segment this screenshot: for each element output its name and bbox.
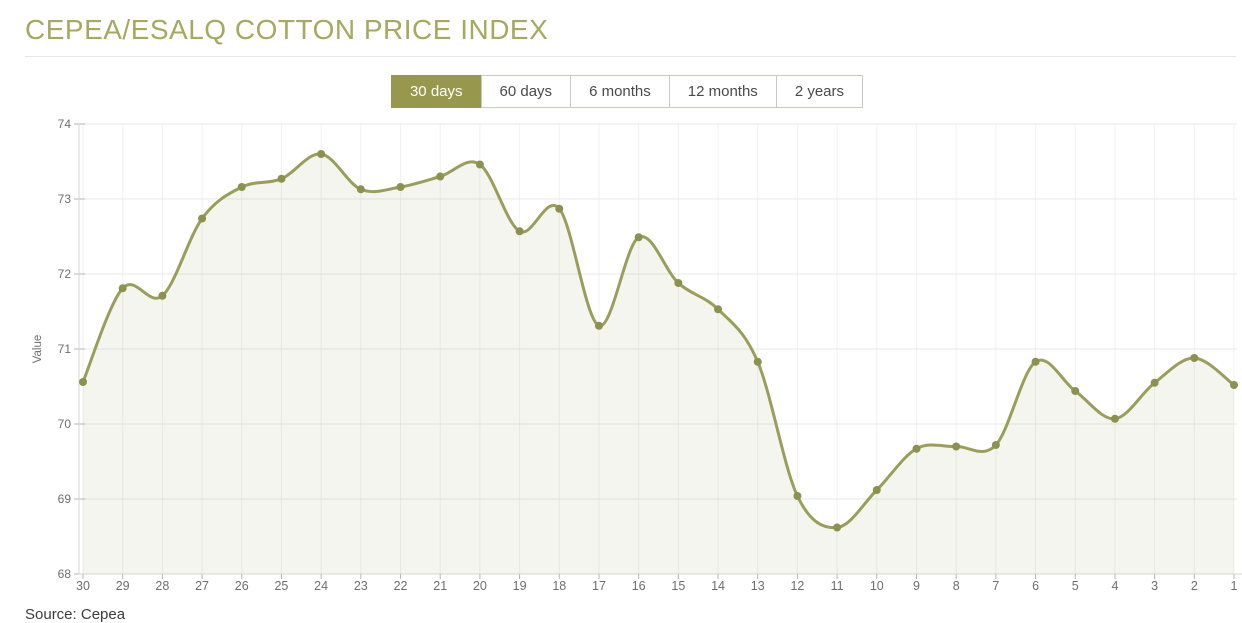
x-axis-label: 3 [1151,579,1158,593]
x-axis-label: 13 [751,579,765,593]
data-point[interactable] [793,492,802,500]
data-point[interactable] [555,204,564,213]
data-point[interactable] [833,523,842,532]
data-point[interactable] [1031,357,1040,366]
x-axis-label: 6 [1032,579,1039,593]
x-axis-label: 30 [76,579,90,593]
data-point[interactable] [872,486,881,494]
data-point[interactable] [753,357,762,366]
time-range-tabbar: 30 days 60 days 6 months 12 months 2 years [6,75,1242,108]
x-axis-label: 28 [155,579,169,593]
data-point[interactable] [1230,381,1238,389]
data-point[interactable] [515,227,524,236]
x-axis-label: 8 [953,579,960,593]
y-axis-label: 69 [58,492,72,506]
data-point[interactable] [952,442,961,451]
x-axis-label: 22 [394,579,408,593]
y-axis-label: 72 [58,267,72,281]
x-axis-label: 4 [1111,579,1118,593]
y-axis-labels: 68 69 70 71 72 73 74 [58,117,72,581]
data-point[interactable] [475,160,484,169]
x-axis-label: 20 [473,579,487,593]
y-axis-label: 70 [58,417,72,431]
data-point[interactable] [674,279,683,287]
x-axis-label: 7 [992,579,999,593]
y-axis-label: 73 [58,192,72,206]
horizontal-gridlines [74,123,1237,575]
data-point[interactable] [317,150,326,158]
data-point[interactable] [634,233,643,242]
x-axis-label: 1 [1231,579,1238,593]
x-axis-label: 9 [913,579,920,593]
data-point[interactable] [277,174,286,183]
header-divider [25,56,1236,57]
data-point[interactable] [118,284,127,293]
data-point[interactable] [714,305,723,314]
page-title: CEPEA/ESALQ COTTON PRICE INDEX [25,14,549,45]
x-axis-label: 5 [1072,579,1079,593]
x-axis-label: 21 [433,579,447,593]
price-line-series [81,152,1236,530]
x-axis-label: 19 [513,579,527,593]
area-fill [83,153,1234,574]
x-axis-label: 18 [552,579,566,593]
tab-6-months[interactable]: 6 months [570,75,669,108]
page-header: CEPEA/ESALQ COTTON PRICE INDEX [0,0,1242,57]
data-point[interactable] [356,185,365,194]
x-axis-label: 12 [790,579,804,593]
x-axis-label: 16 [632,579,646,593]
x-axis-label: 2 [1191,579,1198,593]
x-axis-label: 17 [592,579,606,593]
x-axis-labels: 30 29 28 27 26 25 24 23 22 21 20 19 18 17 16 15 14 13 12 11… [76,579,1237,593]
source-label: Source: Cepea [25,606,126,623]
data-point[interactable] [237,183,246,191]
data-point[interactable] [396,183,405,191]
y-axis-label: 68 [58,567,72,581]
data-point[interactable] [158,291,167,300]
y-axis-label: 74 [58,117,72,131]
data-point[interactable] [991,441,1000,449]
tab-30-days[interactable]: 30 days [390,75,481,108]
x-axis-label: 11 [831,579,844,593]
y-axis-title: Value [32,335,44,364]
axes [78,124,1242,579]
y-axis-label: 71 [58,342,72,356]
data-point[interactable] [1071,387,1080,395]
x-axis-label: 26 [235,579,249,593]
data-point[interactable] [198,214,207,223]
data-points[interactable] [79,150,1238,532]
data-point[interactable] [912,444,921,453]
data-point[interactable] [1110,414,1119,423]
vertical-gridlines [82,124,1235,574]
x-axis-label: 15 [671,579,685,593]
x-axis-label: 24 [314,579,328,593]
tab-12-months[interactable]: 12 months [668,75,776,108]
tab-2-years[interactable]: 2 years [775,75,864,108]
data-point[interactable] [436,172,445,181]
data-point[interactable] [1150,378,1159,387]
x-axis-label: 25 [274,579,288,593]
data-point[interactable] [594,321,603,330]
tab-60-days[interactable]: 60 days [480,75,571,108]
x-axis-label: 29 [116,579,130,593]
x-axis-label: 10 [870,579,884,593]
data-point[interactable] [1190,354,1199,362]
x-axis-label: 14 [711,579,725,593]
x-axis-label: 27 [195,579,209,593]
x-axis-label: 23 [354,579,368,593]
data-point[interactable] [79,378,87,386]
